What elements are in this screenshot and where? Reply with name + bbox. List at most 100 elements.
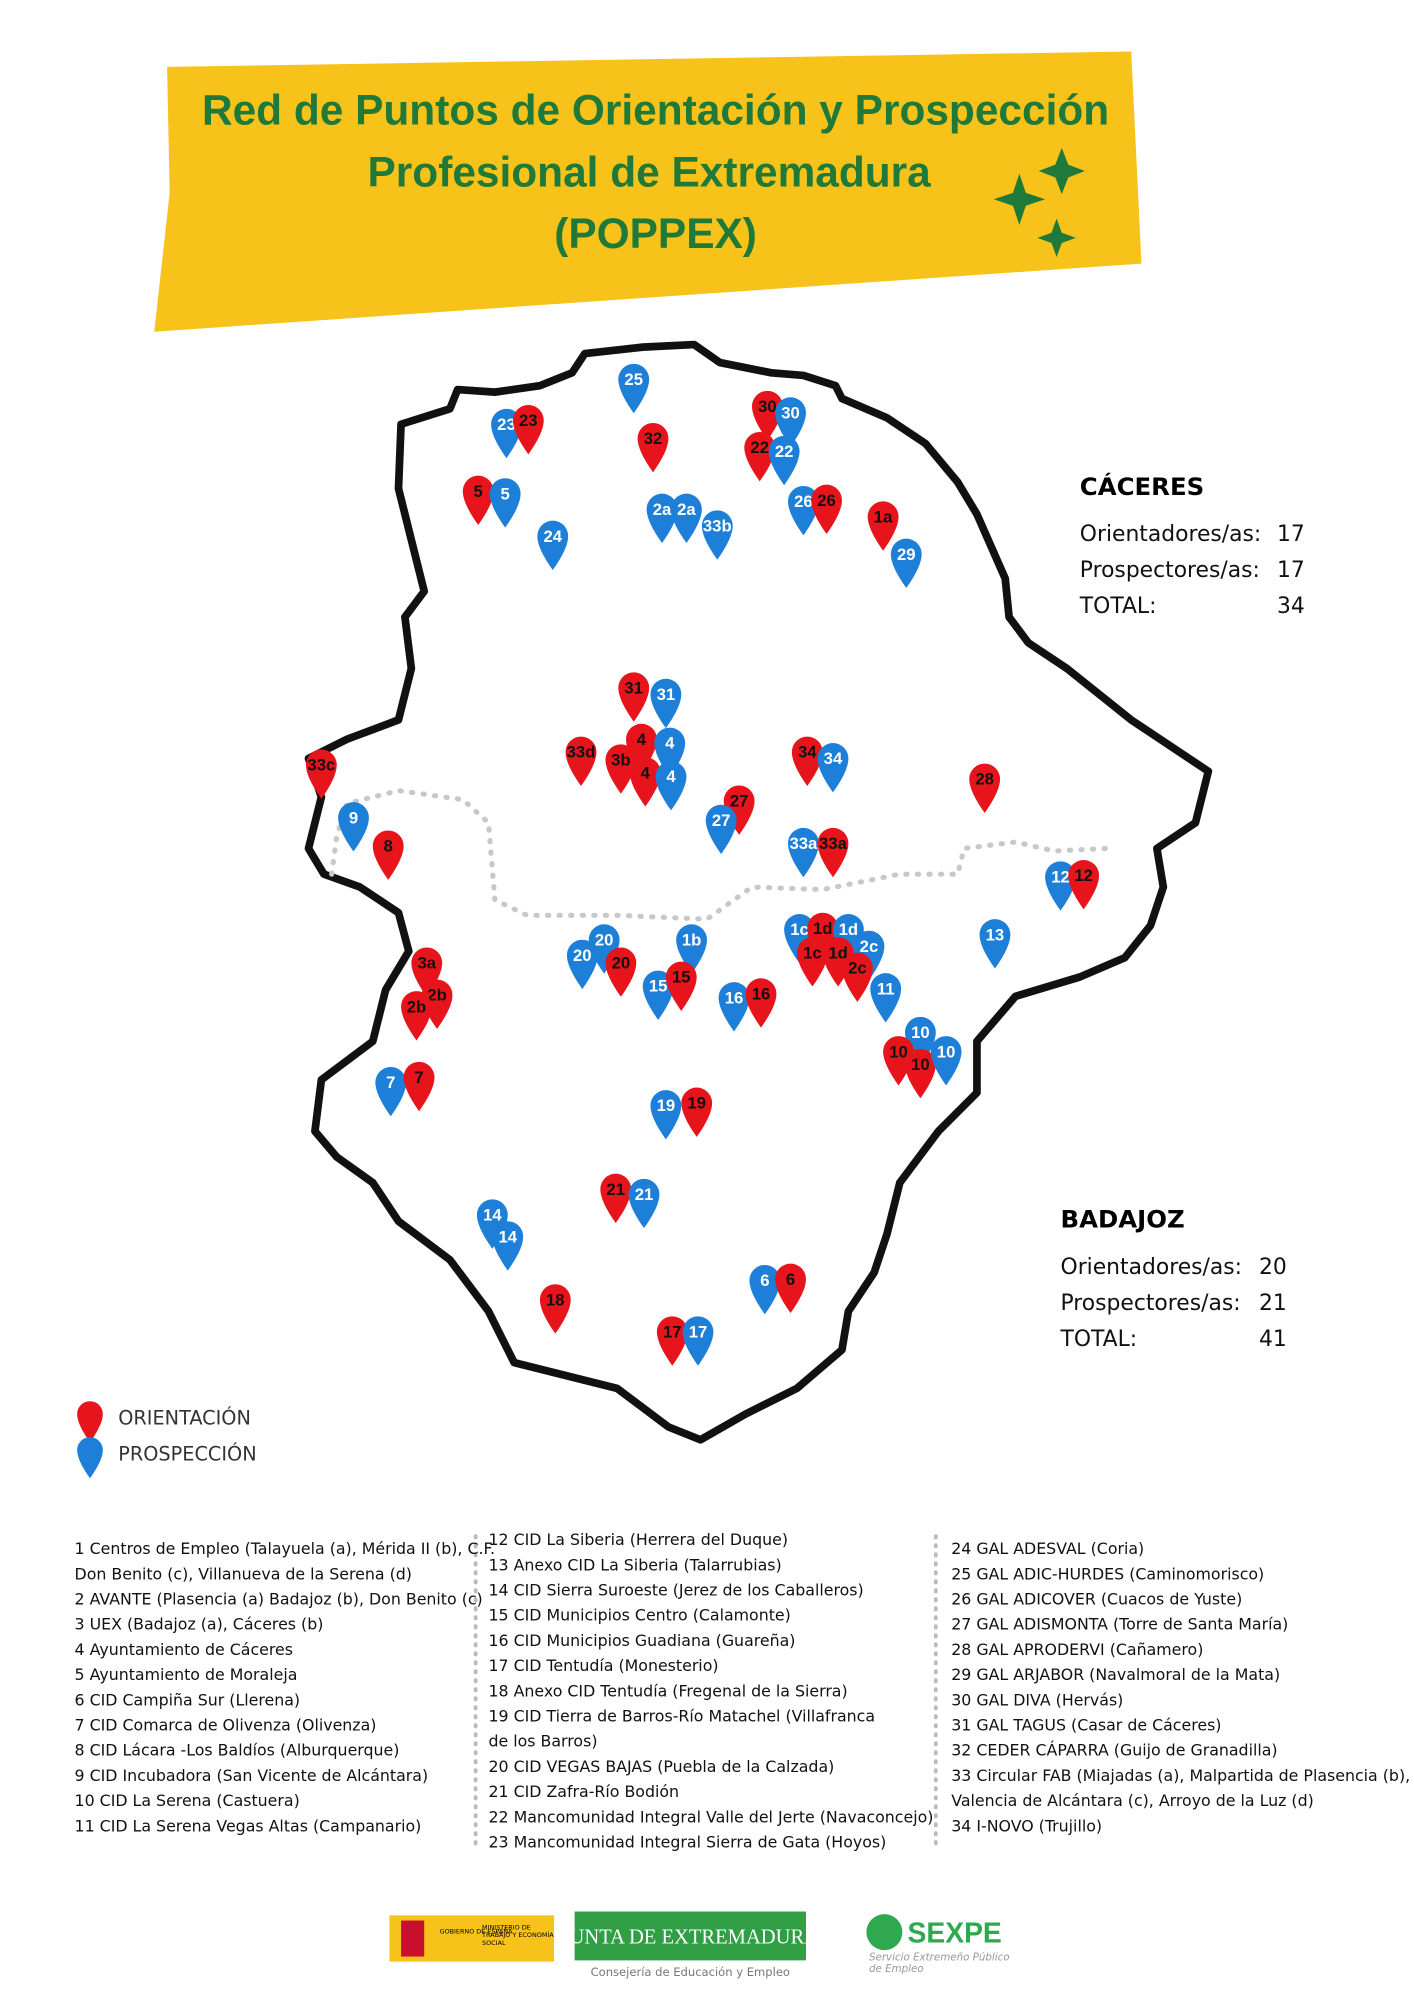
marker-label: 4 bbox=[665, 734, 675, 753]
marker-label: 18 bbox=[546, 1290, 565, 1309]
marker-pin bbox=[565, 736, 597, 786]
map-marker: 7 bbox=[403, 1061, 435, 1112]
marker-label: 16 bbox=[725, 988, 744, 1007]
map-key: ORIENTACIÓN PROSPECCIÓN bbox=[77, 1401, 257, 1479]
map-marker: 32 bbox=[637, 422, 669, 473]
marker-pin bbox=[749, 1264, 781, 1315]
marker-pin bbox=[745, 978, 777, 1028]
map-marker: 8 bbox=[372, 830, 404, 880]
map-marker: 1c bbox=[796, 937, 828, 987]
marker-pin bbox=[489, 478, 521, 528]
marker-label: 10 bbox=[911, 1023, 930, 1042]
marker-pin bbox=[681, 1087, 713, 1137]
marker-label: 29 bbox=[897, 545, 916, 564]
marker-label: 10 bbox=[911, 1055, 930, 1074]
marker-pin bbox=[890, 538, 922, 589]
map-marker: 4 bbox=[655, 761, 687, 811]
map-marker: 14 bbox=[492, 1221, 524, 1271]
marker-pin bbox=[605, 947, 637, 997]
marker-pin bbox=[671, 493, 702, 544]
map-marker: 31 bbox=[618, 672, 650, 722]
marker-pin bbox=[817, 743, 849, 793]
map-marker: 15 bbox=[642, 970, 674, 1020]
marker-label: 21 bbox=[606, 1180, 625, 1199]
list-line: 31 GAL TAGUS (Casar de Cáceres) bbox=[951, 1716, 1221, 1735]
marker-label: 34 bbox=[798, 743, 817, 762]
map-marker: 30 bbox=[775, 397, 806, 447]
marker-label: 20 bbox=[595, 930, 614, 949]
logo-gobierno: GOBIERNO DE ESPAÑA MINISTERIO DE TRABAJO… bbox=[389, 1915, 555, 1962]
marker-label: 1d bbox=[813, 919, 833, 938]
marker-pin bbox=[682, 1316, 714, 1366]
list-line: 19 CID Tierra de Barros-Río Matachel (Vi… bbox=[488, 1707, 875, 1726]
map-marker: 20 bbox=[605, 947, 637, 997]
marker-pin bbox=[566, 939, 598, 990]
marker-label: 7 bbox=[414, 1068, 423, 1087]
key-label: PROSPECCIÓN bbox=[118, 1441, 256, 1465]
marker-label: 4 bbox=[666, 767, 676, 786]
marker-label: 1c bbox=[803, 943, 822, 962]
list-line: 2 AVANTE (Plasencia (a) Badajoz (b), Don… bbox=[75, 1590, 483, 1609]
marker-label: 13 bbox=[986, 925, 1005, 944]
map-marker: 5 bbox=[489, 478, 521, 528]
marker-label: 3a bbox=[417, 954, 436, 973]
map-marker: 2c bbox=[841, 952, 873, 1002]
marker-label: 11 bbox=[877, 979, 895, 998]
province-border bbox=[329, 787, 1109, 922]
marker-label: 31 bbox=[657, 685, 676, 704]
marker-label: 33d bbox=[567, 743, 596, 762]
marker-label: 15 bbox=[649, 977, 668, 996]
marker-pin bbox=[537, 520, 569, 571]
list-line: 17 CID Tentudía (Monesterio) bbox=[488, 1656, 718, 1675]
map-marker: 21 bbox=[600, 1173, 632, 1224]
marker-label: 26 bbox=[794, 492, 813, 511]
marker-label: 26 bbox=[817, 491, 836, 510]
logo-text: GOBIERNO DE ESPAÑA bbox=[440, 1926, 513, 1935]
marker-pin bbox=[650, 1090, 682, 1140]
list-line: 15 CID Municipios Centro (Calamonte) bbox=[488, 1606, 790, 1625]
marker-label: 14 bbox=[483, 1206, 502, 1225]
marker-pin bbox=[751, 390, 783, 441]
stat-value: 34 bbox=[1277, 594, 1305, 619]
marker-label: 5 bbox=[501, 484, 510, 503]
map-marker: 5 bbox=[462, 475, 494, 526]
marker-label: 1d bbox=[839, 920, 859, 939]
list-line: 29 GAL ARJABOR (Navalmoral de la Mata) bbox=[951, 1665, 1280, 1684]
key-pin bbox=[77, 1401, 103, 1443]
list-line: 10 CID La Serena (Castuera) bbox=[75, 1791, 300, 1810]
logo-text: SEXPE bbox=[908, 1916, 1002, 1948]
marker-pin bbox=[867, 501, 899, 551]
marker-pin bbox=[338, 802, 369, 852]
map-marker: 28 bbox=[969, 763, 1001, 813]
map-marker: 13 bbox=[979, 919, 1011, 969]
list-line: 18 Anexo CID Tentudía (Fregenal de la Si… bbox=[488, 1681, 847, 1700]
map-marker: 19 bbox=[681, 1087, 713, 1137]
marker-label: 6 bbox=[760, 1271, 769, 1290]
entity-list: 1 Centros de Empleo (Talayuela (a), Méri… bbox=[75, 1530, 1411, 1851]
marker-label: 27 bbox=[712, 811, 731, 830]
marker-label: 4 bbox=[637, 730, 647, 749]
map-marker: 33a bbox=[787, 827, 819, 878]
map-marker: 2b bbox=[401, 991, 432, 1041]
marker-pin bbox=[462, 475, 494, 526]
map-marker: 21 bbox=[628, 1178, 660, 1229]
marker-label: 33b bbox=[703, 517, 732, 536]
list-line: Valencia de Alcántara (c), Arroyo de la … bbox=[951, 1791, 1314, 1810]
marker-pin bbox=[605, 744, 637, 794]
marker-pin bbox=[375, 1066, 407, 1117]
marker-label: 5 bbox=[474, 482, 483, 501]
marker-label: 2a bbox=[677, 500, 696, 519]
list-line: 8 CID Lácara -Los Baldíos (Alburquerque) bbox=[75, 1741, 400, 1760]
stat-label: Prospectores/as: bbox=[1061, 1291, 1241, 1316]
logo-sexpe-icon bbox=[866, 1914, 903, 1951]
marker-label: 14 bbox=[498, 1227, 517, 1246]
logo-text: JUNTA DE EXTREMADURA bbox=[562, 1927, 820, 1949]
list-line: 5 Ayuntamiento de Moraleja bbox=[75, 1665, 298, 1684]
map-marker: 18 bbox=[539, 1284, 571, 1334]
marker-pin bbox=[979, 919, 1011, 969]
key-label: ORIENTACIÓN bbox=[118, 1405, 251, 1429]
marker-label: 31 bbox=[624, 678, 643, 697]
list-line: 33 Circular FAB (Miajadas (a), Malpartid… bbox=[951, 1766, 1410, 1785]
stat-value: 41 bbox=[1259, 1327, 1287, 1352]
